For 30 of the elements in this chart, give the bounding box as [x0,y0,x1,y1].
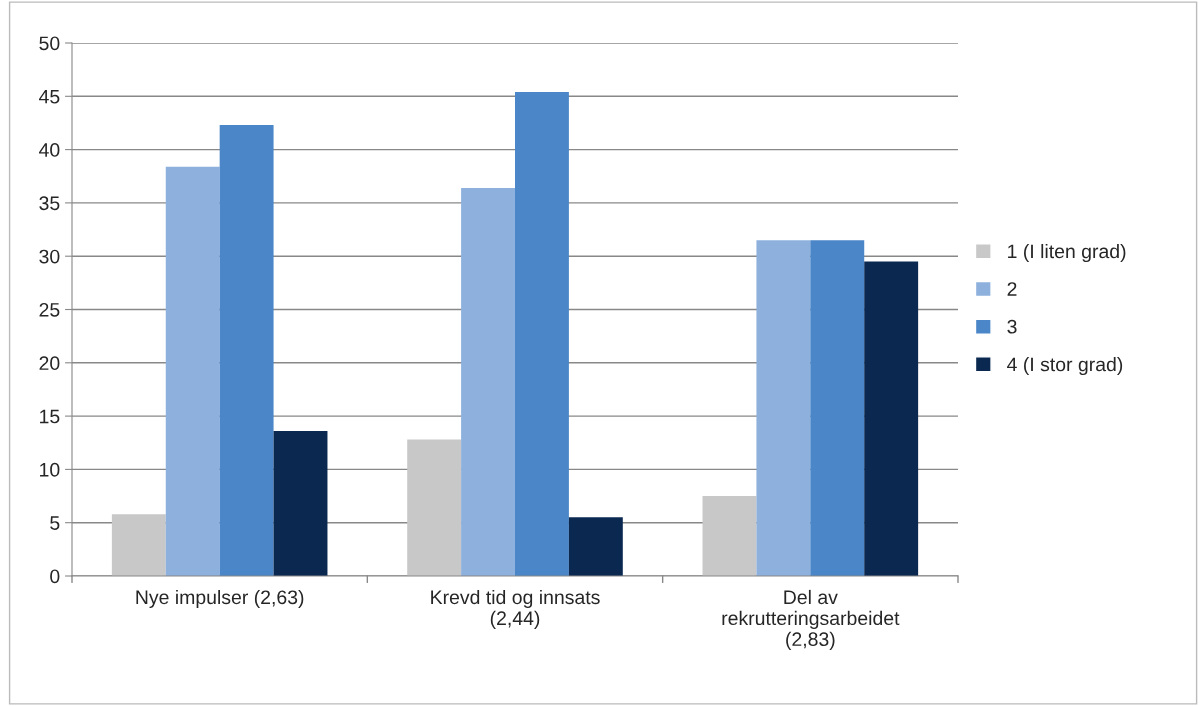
bar [568,517,623,576]
y-tick-label: 40 [39,143,60,157]
legend-label: 4 (I stor grad) [1007,357,1123,376]
legend-label: 2 [1007,282,1017,296]
legend-label: 3 [1007,319,1017,334]
bar [864,261,919,576]
legend-label: 1 (I liten grad) [1008,243,1126,263]
bar [273,431,328,576]
y-tick-label: 30 [39,249,60,264]
bar [810,240,865,576]
bar [111,514,166,576]
y-tick-label: 10 [40,462,60,477]
x-tick-label: Nye impulser (2,63) [136,589,304,609]
y-tick-label: 0 [50,569,60,584]
y-tick-label: 15 [40,409,60,424]
y-tick-label: 25 [39,302,60,317]
y-tick-label: 5 [50,516,60,530]
bar [461,187,515,576]
bar [165,166,220,576]
y-tick-label: 50 [39,36,60,51]
x-tick-label: Del av rekrutteringsarbeidet (2,83) [722,589,900,650]
y-tick-label: 20 [39,356,60,371]
bar [407,439,462,576]
bar [756,240,811,576]
bar [219,125,274,576]
bar [702,496,757,576]
x-tick-label: Krevd tid og innsats (2,44) [431,589,600,629]
y-tick-label: 45 [39,89,60,104]
y-tick-label: 35 [39,196,60,211]
bar [515,92,569,576]
